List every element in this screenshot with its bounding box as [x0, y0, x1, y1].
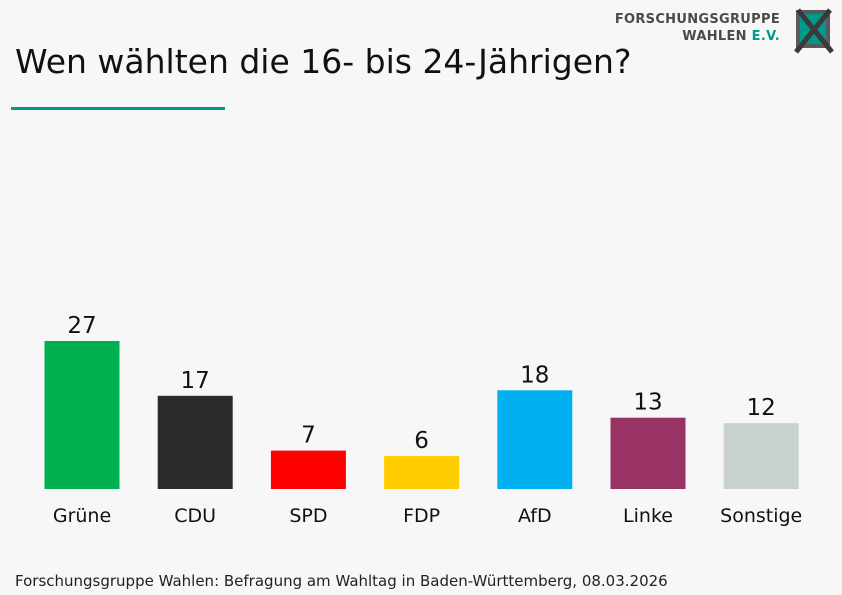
category-label-sonstige: Sonstige [720, 505, 802, 527]
title-underline [11, 107, 225, 110]
category-label-linke: Linke [623, 505, 673, 527]
bar-sonstige [723, 423, 799, 489]
category-label-cdu: CDU [174, 505, 216, 527]
bar-cdu [157, 395, 233, 489]
bar-fdp [384, 456, 460, 489]
logo-text-ev: E.V. [751, 29, 780, 44]
data-label-gruene: 27 [67, 313, 96, 339]
source-note: Forschungsgruppe Wahlen: Befragung am Wa… [15, 572, 668, 590]
category-label-spd: SPD [289, 505, 327, 527]
bar-gruene [44, 341, 120, 489]
data-label-fdp: 6 [414, 428, 429, 454]
data-label-cdu: 17 [181, 368, 210, 394]
category-label-afd: AfD [518, 505, 552, 527]
fgw-logo: FORSCHUNGSGRUPPE WAHLEN E.V. [615, 8, 834, 56]
data-label-afd: 18 [520, 362, 549, 388]
page-title: Wen wählten die 16- bis 24-Jährigen? [15, 42, 632, 81]
bar-afd [497, 390, 573, 489]
bar-linke [610, 417, 686, 489]
logo-text-line2: WAHLEN E.V. [682, 29, 780, 44]
bar-spd [270, 450, 346, 489]
data-label-spd: 7 [301, 423, 316, 449]
data-label-sonstige: 12 [747, 395, 776, 421]
category-label-gruene: Grüne [53, 505, 111, 527]
ballot-x-icon [794, 8, 834, 54]
logo-text-wahlen: WAHLEN [682, 29, 752, 44]
logo-text-line1: FORSCHUNGSGRUPPE [614, 12, 780, 27]
data-label-linke: 13 [633, 390, 662, 416]
category-label-fdp: FDP [403, 505, 440, 527]
